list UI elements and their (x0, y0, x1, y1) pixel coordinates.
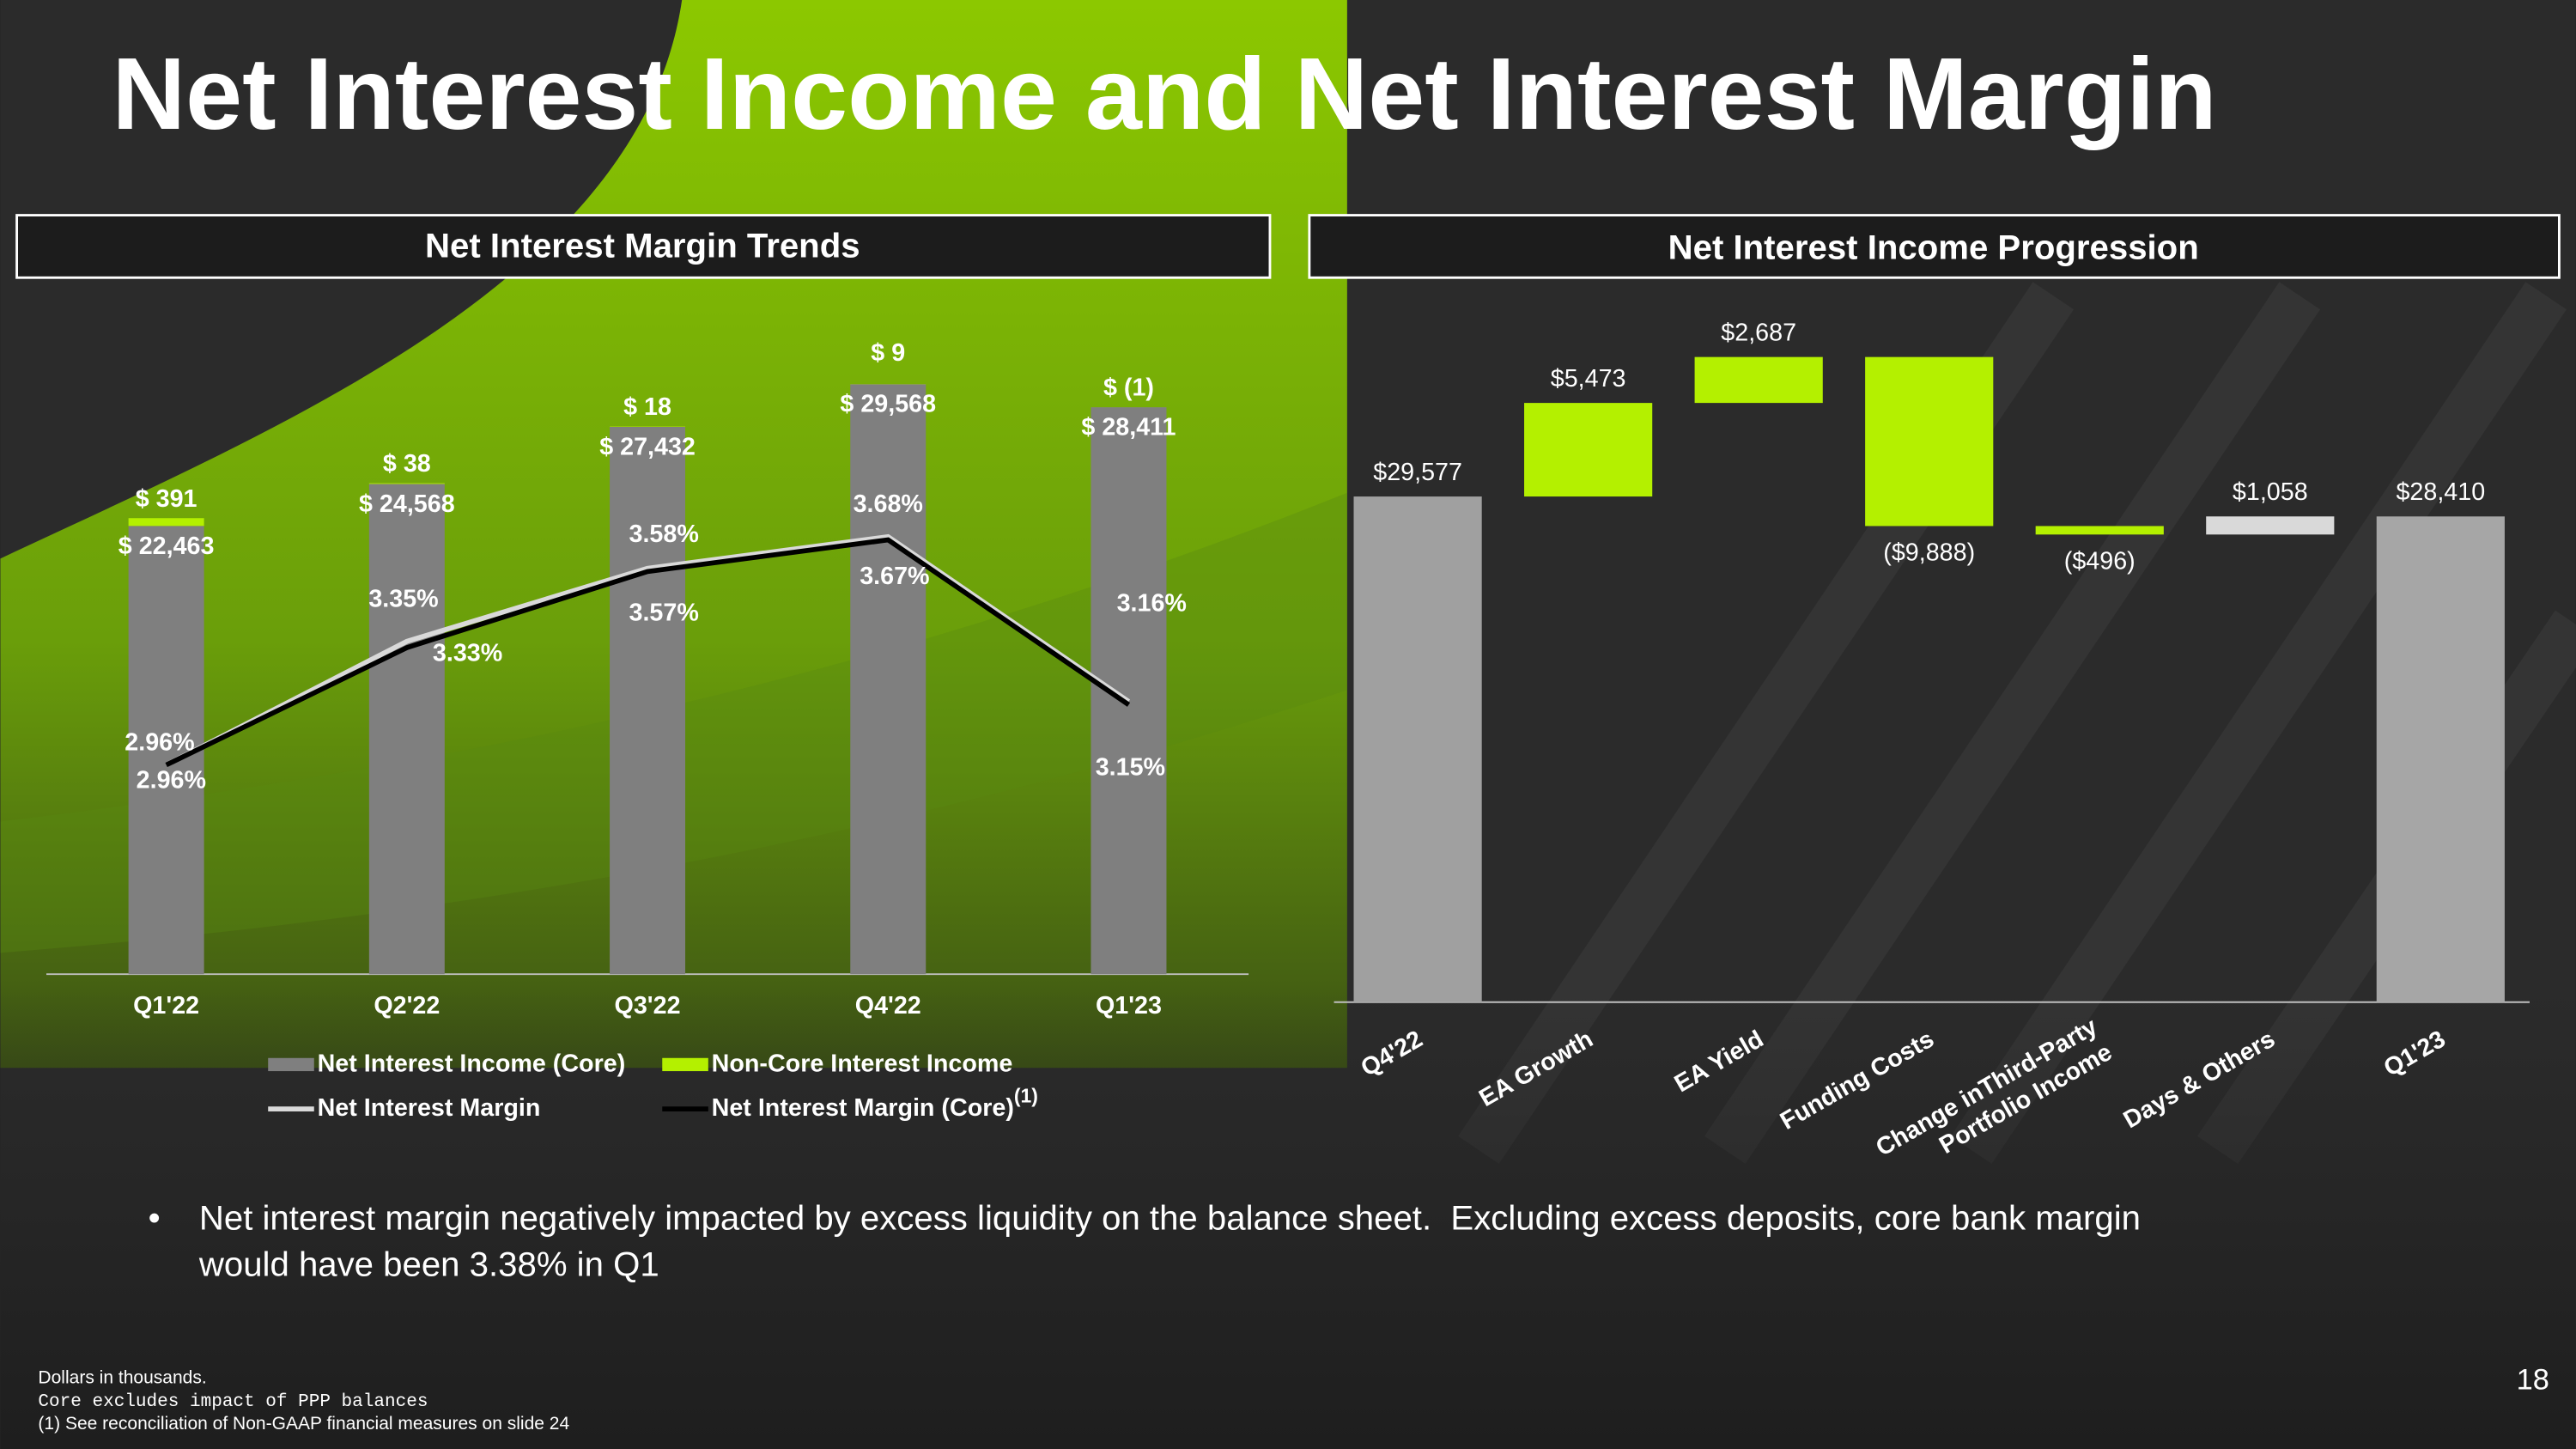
legend-label: Non-Core Interest Income (712, 1050, 1013, 1077)
line (165, 537, 1131, 768)
legend-superscript: (1) (1014, 1085, 1038, 1107)
line (165, 533, 1131, 768)
chart-title: Net Interest Margin Trends (425, 226, 860, 265)
x-tick-label: Q3'22 (615, 992, 681, 1020)
bullet-marker: • (149, 1199, 161, 1238)
bullet-text: would have been 3.38% in Q1 (198, 1245, 659, 1283)
x-tick-label: Q1'23 (1096, 992, 1162, 1020)
legend-swatch (268, 1057, 314, 1072)
data-label: 3.15% (1096, 754, 1165, 782)
data-label: $ 22,463 (118, 533, 215, 560)
x-tick-label: Q1'22 (133, 992, 199, 1020)
bar (1865, 356, 1994, 527)
bar (610, 426, 686, 975)
data-label: 2.96% (125, 728, 194, 756)
data-label: $28,410 (2396, 478, 2485, 506)
legend-label: Net Interest Margin (Core) (712, 1094, 1014, 1122)
legend-label: Net Interest Margin (318, 1094, 541, 1122)
bar (2206, 516, 2335, 535)
bar (128, 518, 204, 527)
bar (368, 484, 445, 975)
data-label: $ 27,432 (599, 433, 696, 460)
bar (1524, 403, 1653, 497)
data-label: $5,473 (1551, 365, 1626, 393)
data-label: 3.58% (629, 521, 699, 548)
data-label: $ 9 (871, 339, 905, 367)
legend-entry: Non-Core Interest Income (712, 1050, 1013, 1077)
data-label: $ 28,411 (1081, 414, 1176, 441)
data-label: $2,687 (1721, 319, 1796, 346)
chart-title: Net Interest Income Progression (1668, 228, 2199, 266)
bar (1694, 356, 1823, 404)
legend-swatch (662, 1057, 708, 1072)
panel-header (1308, 214, 2561, 279)
bar (1353, 496, 1482, 1002)
data-label: 3.33% (433, 639, 502, 667)
bar (2376, 516, 2505, 1002)
data-label: $ 38 (383, 450, 431, 478)
slide-title: Net Interest Income and Net Interest Mar… (112, 38, 2217, 151)
panel-header (15, 214, 1272, 279)
page-number: 18 (2517, 1364, 2549, 1397)
legend-entry: Net Interest Income (Core) (318, 1050, 626, 1077)
data-label: $ 24,568 (359, 490, 455, 518)
data-label: $ 29,568 (840, 391, 936, 418)
footnote: (1) See reconciliation of Non-GAAP finan… (38, 1414, 569, 1434)
legend-entry: Net Interest Margin (318, 1094, 541, 1122)
data-label: ($496) (2064, 547, 2136, 575)
bar (850, 384, 927, 975)
data-label: ($9,888) (1883, 539, 1975, 567)
x-tick-label: Q2'22 (374, 992, 440, 1020)
data-label: 3.67% (860, 563, 929, 590)
data-label: 3.16% (1117, 590, 1187, 618)
footnote: Core excludes impact of PPP balances (38, 1391, 428, 1412)
legend-entry: Net Interest Margin (Core)(1) (712, 1085, 1038, 1122)
data-label: $1,058 (2233, 478, 2308, 506)
legend-label: Net Interest Income (Core) (318, 1050, 626, 1077)
data-label: $ 18 (623, 393, 671, 421)
data-label: 3.57% (629, 600, 699, 627)
bullet-text: Net interest margin negatively impacted … (199, 1199, 2141, 1238)
x-tick-label: Q4'22 (855, 992, 921, 1020)
data-label: 2.96% (137, 766, 206, 794)
footnote: Dollars in thousands. (38, 1367, 206, 1387)
data-label: 3.68% (854, 490, 923, 518)
bar (1091, 407, 1167, 975)
data-label: $ (1) (1103, 374, 1154, 402)
data-label: $29,577 (1373, 459, 1462, 486)
data-label: 3.35% (368, 585, 438, 612)
bar (2035, 526, 2164, 535)
data-label: $ 391 (136, 485, 197, 513)
bottom-shade (0, 985, 2576, 1449)
